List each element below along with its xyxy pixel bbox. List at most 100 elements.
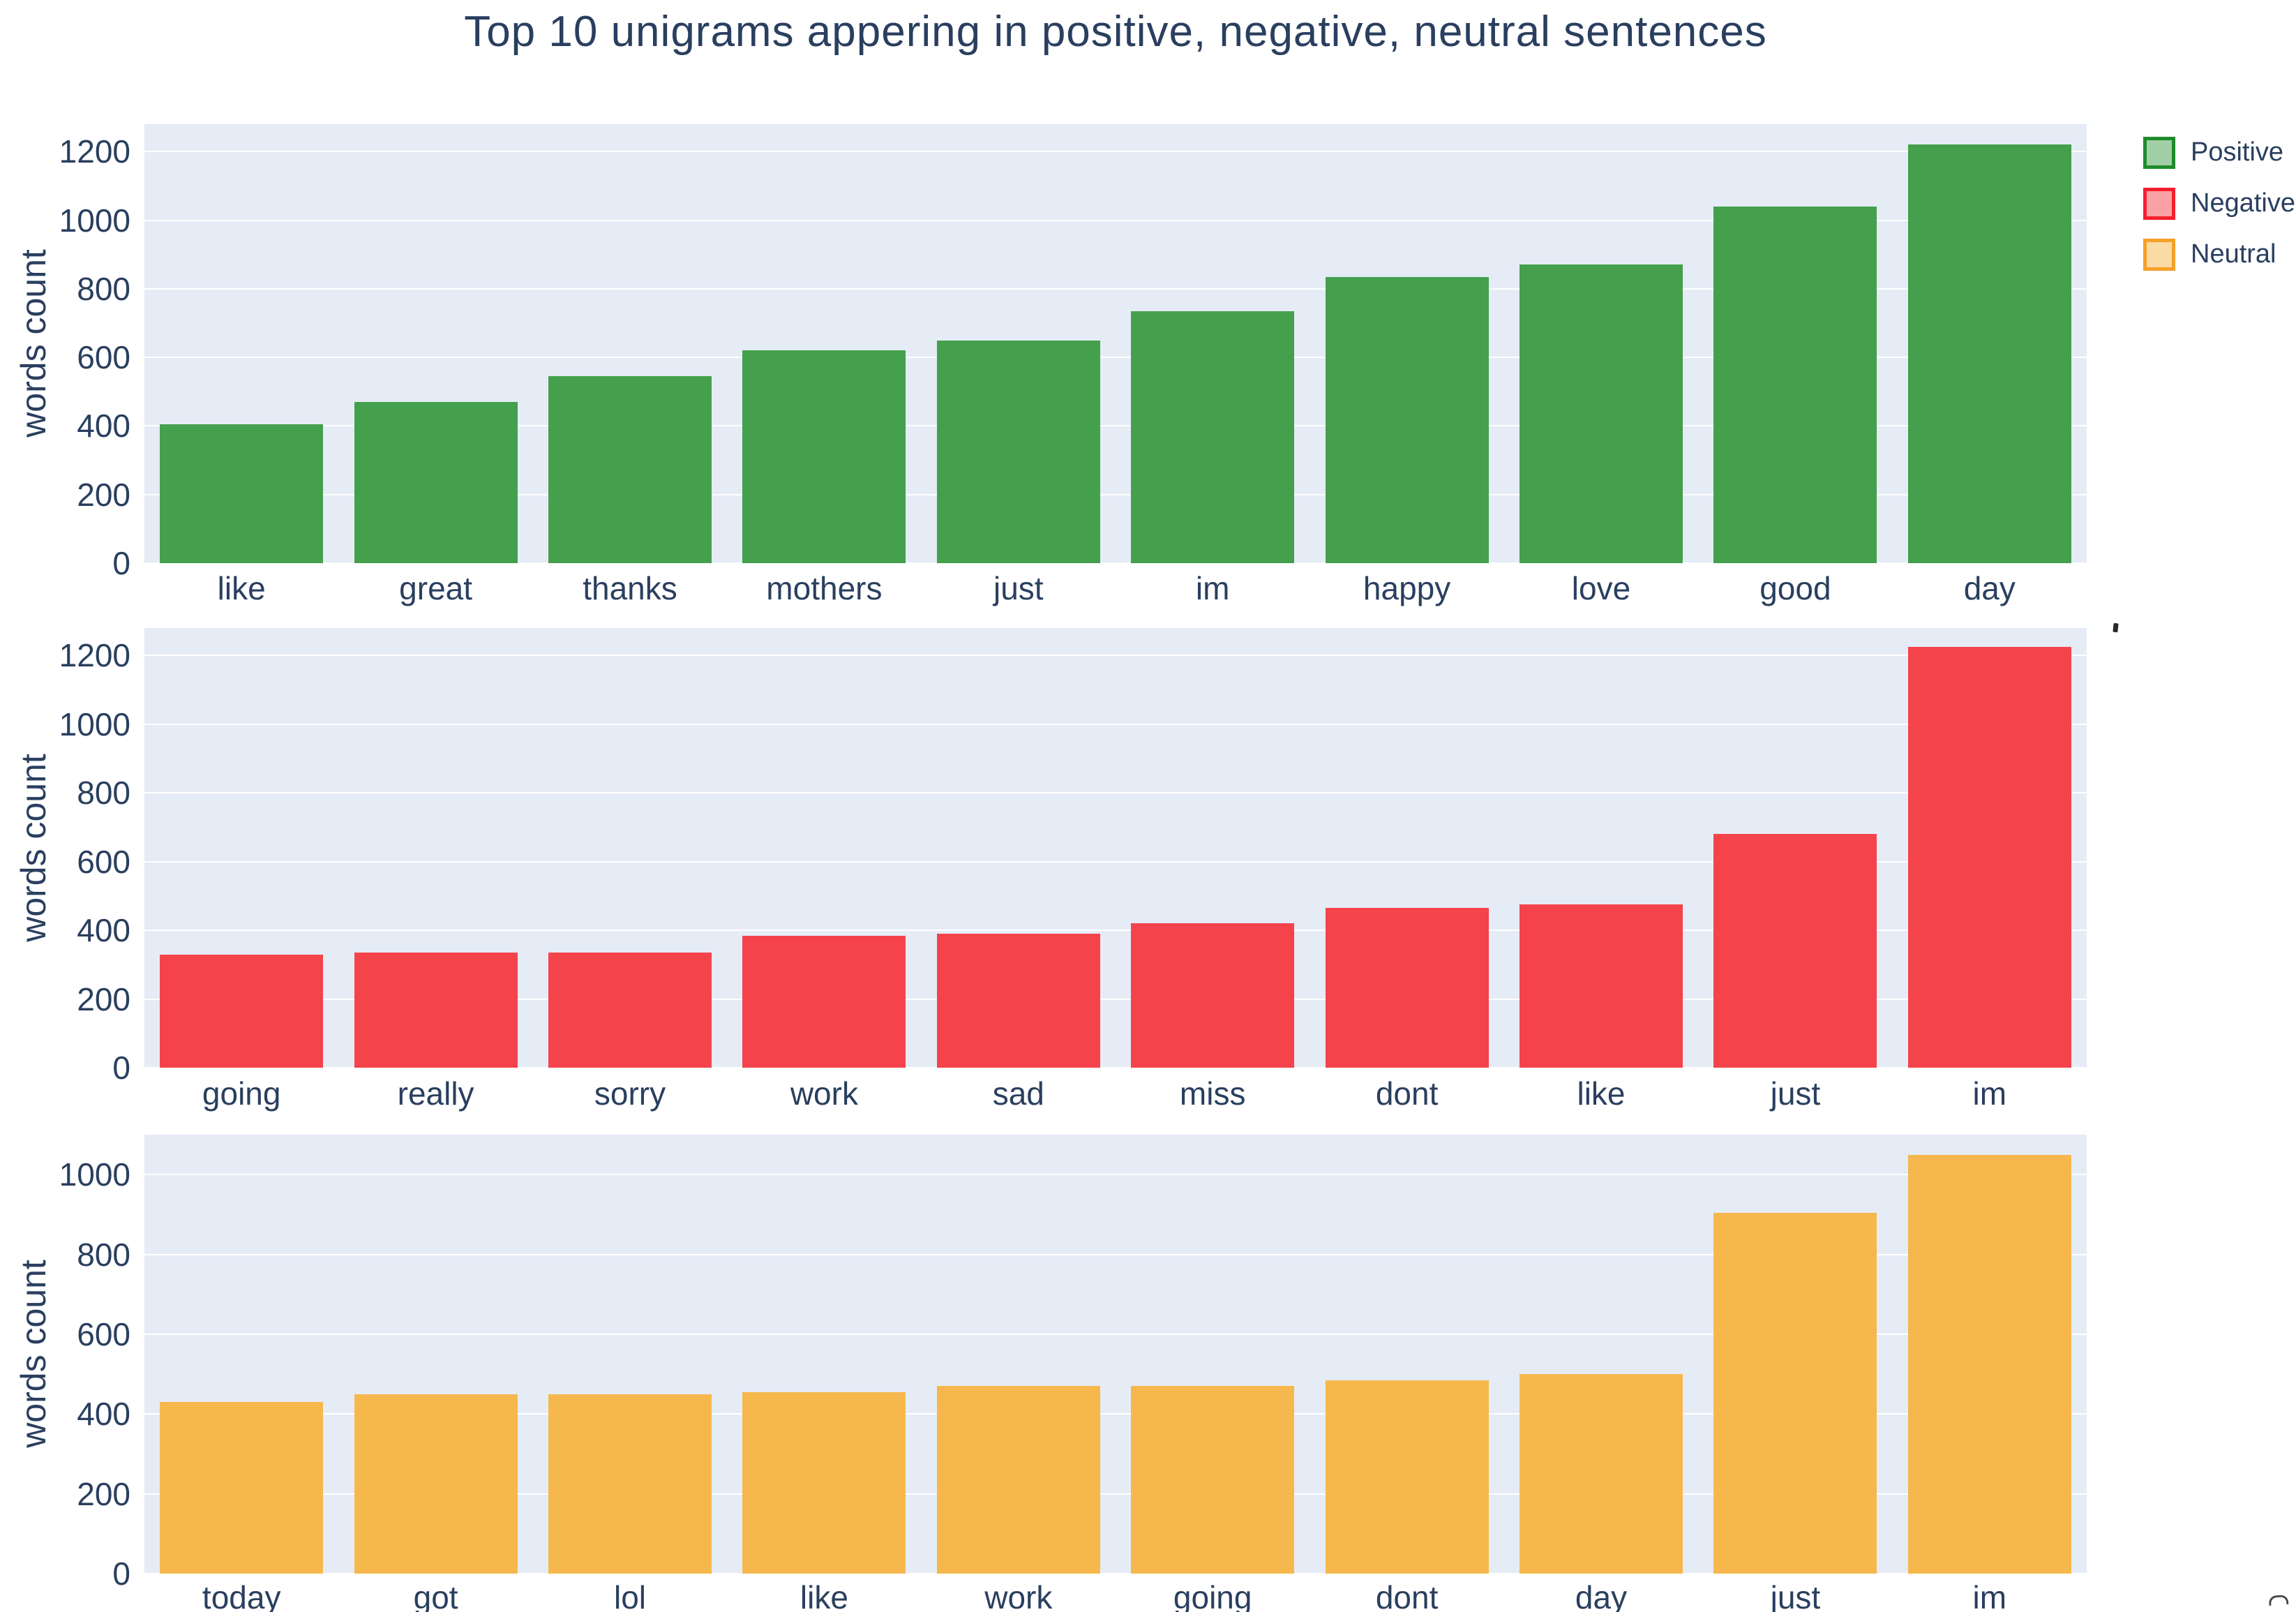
bar-positive-happy[interactable]	[1325, 276, 1489, 563]
x-axis-labels-negative: going really sorry work sad miss dont like just i…	[144, 1077, 2087, 1114]
x-category-label: great	[399, 570, 473, 606]
bar-negative-like[interactable]	[1520, 904, 1683, 1068]
bar-negative-miss[interactable]	[1131, 923, 1295, 1068]
x-category-label: day	[1575, 1579, 1628, 1612]
x-axis-labels-neutral: today got lol like work going dont day just im	[144, 1581, 2087, 1612]
x-category-label: sad	[992, 1075, 1044, 1112]
bar-neutral-got[interactable]	[354, 1394, 518, 1574]
bar-positive-like[interactable]	[160, 424, 324, 563]
legend-item-neutral[interactable]: Neutral	[2143, 239, 2295, 271]
x-category-label: just	[993, 570, 1044, 606]
y-axis-ticks-neutral: 0 200 400 600 800 1000	[0, 1135, 137, 1590]
gridline	[144, 357, 2087, 359]
gridline	[144, 493, 2087, 495]
x-category-label: good	[1759, 570, 1831, 606]
y-tick-label: 800	[77, 1236, 130, 1273]
gridline	[144, 1067, 2087, 1068]
bar-neutral-lol[interactable]	[548, 1394, 712, 1574]
bar-negative-going[interactable]	[160, 954, 324, 1068]
x-category-label: work	[984, 1579, 1053, 1612]
y-tick-label: 1200	[59, 637, 130, 674]
legend-label-neutral: Neutral	[2191, 239, 2276, 269]
x-category-label: thanks	[583, 570, 677, 606]
x-category-label: like	[217, 570, 266, 606]
y-tick-label: 200	[77, 980, 130, 1017]
bar-positive-day[interactable]	[1907, 144, 2071, 563]
x-category-label: sorry	[594, 1075, 666, 1112]
y-tick-label: 0	[112, 1050, 130, 1086]
bar-positive-great[interactable]	[354, 402, 518, 563]
figure-title: Top 10 unigrams appering in positive, ne…	[464, 8, 1767, 56]
y-tick-label: 200	[77, 476, 130, 513]
y-tick-label: 600	[77, 843, 130, 880]
bar-negative-really[interactable]	[354, 953, 518, 1068]
bar-positive-mothers[interactable]	[742, 350, 906, 563]
legend-item-negative[interactable]: Negative	[2143, 188, 2295, 220]
bar-neutral-going[interactable]	[1131, 1386, 1295, 1574]
y-tick-label: 400	[77, 408, 130, 445]
y-tick-label: 600	[77, 339, 130, 376]
bar-positive-thanks[interactable]	[548, 376, 712, 563]
gridline	[144, 723, 2087, 725]
x-category-label: im	[1972, 1579, 2007, 1612]
neutral-legend-swatch	[2143, 239, 2175, 271]
gridline	[144, 1174, 2087, 1176]
y-tick-label: 200	[77, 1475, 130, 1512]
x-category-label: just	[1770, 1579, 1821, 1612]
positive-legend-swatch	[2143, 137, 2175, 169]
gridline	[144, 1493, 2087, 1495]
y-tick-label: 400	[77, 912, 130, 949]
bar-neutral-just[interactable]	[1713, 1212, 1877, 1574]
x-category-label: miss	[1179, 1075, 1246, 1112]
plot-area-neutral	[144, 1135, 2087, 1574]
x-category-label: dont	[1375, 1579, 1439, 1612]
y-tick-label: 0	[112, 545, 130, 581]
bar-negative-just[interactable]	[1713, 834, 1877, 1068]
bar-neutral-like[interactable]	[742, 1391, 906, 1574]
gridline	[144, 1573, 2087, 1574]
bar-neutral-dont[interactable]	[1325, 1380, 1489, 1574]
bar-neutral-day[interactable]	[1520, 1374, 1683, 1574]
bar-neutral-im[interactable]	[1907, 1154, 2071, 1574]
bar-neutral-today[interactable]	[160, 1402, 324, 1574]
legend: Positive Negative Neutral	[2143, 137, 2295, 290]
x-category-label: im	[1972, 1075, 2007, 1112]
legend-item-positive[interactable]: Positive	[2143, 137, 2295, 169]
gridline	[144, 998, 2087, 1000]
bar-negative-im[interactable]	[1907, 647, 2071, 1068]
bar-negative-sad[interactable]	[936, 934, 1100, 1068]
x-category-label: dont	[1375, 1075, 1439, 1112]
bar-positive-love[interactable]	[1520, 264, 1683, 563]
gridline	[144, 930, 2087, 932]
y-tick-label: 600	[77, 1315, 130, 1352]
bar-positive-im[interactable]	[1131, 311, 1295, 563]
y-tick-label: 800	[77, 270, 130, 307]
bar-positive-just[interactable]	[936, 340, 1100, 563]
x-category-label: like	[800, 1579, 848, 1612]
bar-positive-good[interactable]	[1713, 206, 1877, 563]
x-axis-labels-positive: like great thanks mothers just im happy love goo…	[144, 572, 2087, 609]
bar-neutral-work[interactable]	[936, 1386, 1100, 1574]
gridline	[144, 1413, 2087, 1415]
x-category-label: going	[202, 1075, 281, 1112]
y-tick-label: 1000	[59, 202, 130, 239]
x-category-label: happy	[1363, 570, 1451, 606]
legend-label-positive: Positive	[2191, 137, 2284, 167]
x-category-label: love	[1571, 570, 1631, 606]
gridline	[144, 562, 2087, 564]
x-category-label: got	[413, 1579, 458, 1612]
x-category-label: just	[1770, 1075, 1821, 1112]
bar-negative-dont[interactable]	[1325, 908, 1489, 1068]
y-axis-ticks-positive: 0 200 400 600 800 1000 1200	[0, 124, 137, 579]
stray-speck	[2113, 622, 2119, 633]
bar-negative-sorry[interactable]	[548, 953, 712, 1068]
gridline	[144, 151, 2087, 153]
bar-negative-work[interactable]	[742, 935, 906, 1068]
x-category-label: like	[1577, 1075, 1626, 1112]
y-tick-label: 800	[77, 775, 130, 812]
legend-label-negative: Negative	[2191, 188, 2295, 218]
stray-speck	[2268, 1595, 2289, 1606]
x-category-label: really	[397, 1075, 474, 1112]
gridline	[144, 792, 2087, 794]
